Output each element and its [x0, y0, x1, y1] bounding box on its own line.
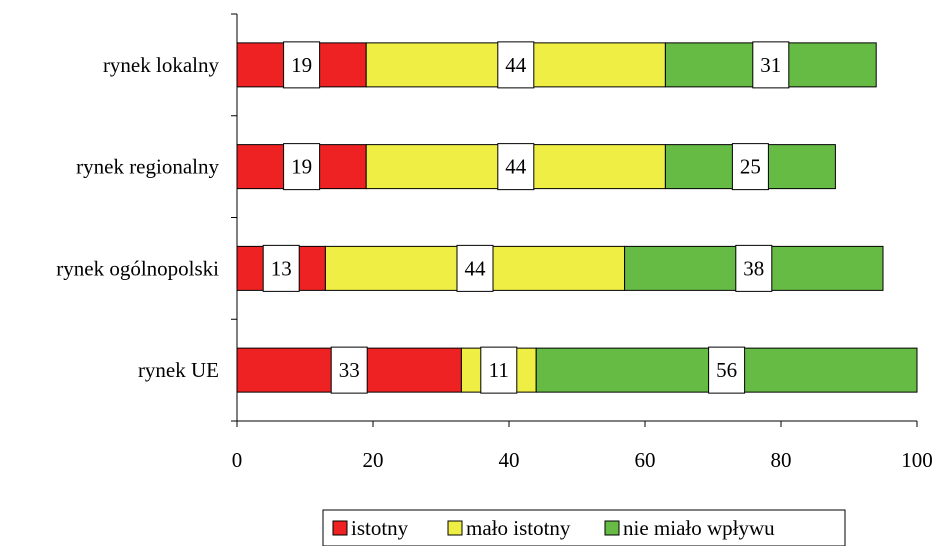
data-label-box [283, 41, 321, 89]
data-label: 33 [339, 358, 360, 382]
legend-label: istotny [351, 516, 409, 540]
x-tick-label: 60 [635, 448, 656, 472]
data-label-box [497, 41, 535, 89]
data-label: 31 [760, 53, 781, 77]
data-label-box [735, 244, 773, 292]
legend-swatch [332, 520, 348, 536]
legend-swatch [447, 520, 463, 536]
data-label-box [262, 244, 300, 292]
x-tick-label: 100 [901, 448, 933, 472]
data-label: 56 [716, 358, 737, 382]
legend-label: mało istotny [466, 516, 571, 540]
legend-label: nie miało wpływu [623, 516, 775, 540]
legend: istotny mało istotny nie miało wpływu [322, 509, 846, 547]
category-label: rynek lokalny [103, 53, 220, 77]
legend-swatch [604, 520, 620, 536]
category-label: rynek UE [138, 358, 219, 382]
axes-group: rynek lokalny rynek regionalny rynek ogóln… [56, 13, 933, 472]
data-label: 44 [505, 155, 527, 179]
x-tick-label: 20 [363, 448, 384, 472]
legend-frame [322, 509, 846, 547]
data-label-box [330, 346, 368, 394]
data-label: 44 [465, 256, 487, 280]
data-labels-group: 19 44 31 19 44 25 13 44 38 33 11 56 [262, 41, 790, 394]
data-label: 13 [271, 256, 292, 280]
x-tick-label: 80 [771, 448, 792, 472]
data-label-box [752, 41, 790, 89]
category-label: rynek regionalny [76, 155, 219, 179]
data-label-box [497, 143, 535, 191]
data-label: 38 [743, 256, 764, 280]
data-label-box [708, 346, 746, 394]
x-tick-label: 0 [232, 448, 243, 472]
data-label: 25 [740, 155, 761, 179]
data-label: 19 [291, 53, 312, 77]
data-label-box [731, 143, 769, 191]
category-label: rynek ogólnopolski [56, 256, 219, 280]
data-label-box [456, 244, 494, 292]
data-label: 19 [291, 155, 312, 179]
data-label-box [283, 143, 321, 191]
data-label: 44 [505, 53, 527, 77]
bars-group [236, 42, 918, 393]
x-tick-label: 40 [499, 448, 520, 472]
data-label-box [480, 346, 518, 394]
data-label: 11 [489, 358, 509, 382]
